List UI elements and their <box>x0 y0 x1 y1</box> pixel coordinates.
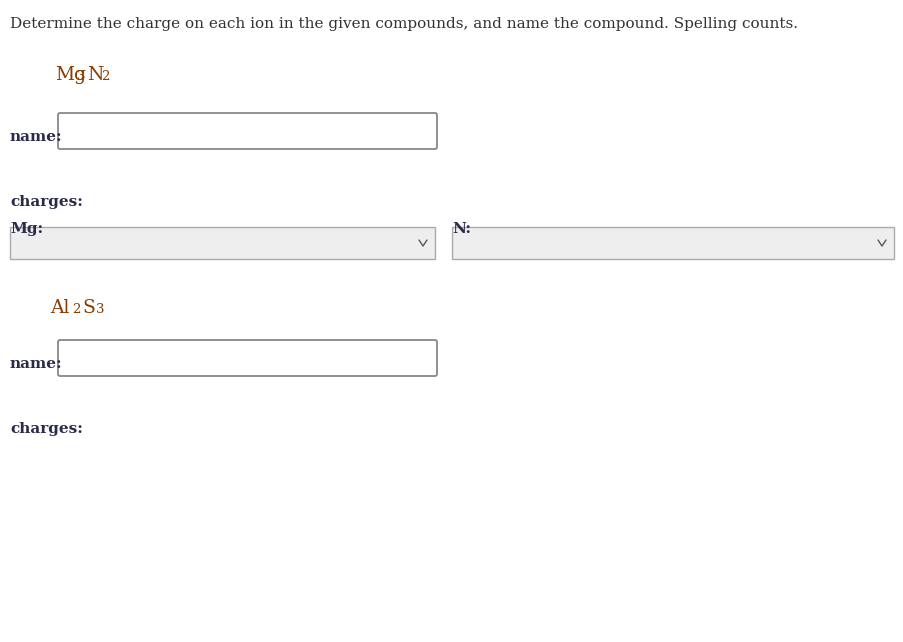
Text: charges:: charges: <box>10 195 83 209</box>
Text: 2: 2 <box>72 303 80 316</box>
Text: charges:: charges: <box>10 422 83 436</box>
Text: Al: Al <box>50 299 70 317</box>
Text: Mg: Mg <box>55 66 86 84</box>
Text: Determine the charge on each ion in the given compounds, and name the compound. : Determine the charge on each ion in the … <box>10 17 797 31</box>
Text: S: S <box>82 299 95 317</box>
Text: 2: 2 <box>101 70 109 83</box>
Text: name:: name: <box>10 130 62 144</box>
FancyBboxPatch shape <box>58 113 436 149</box>
Text: 3: 3 <box>77 70 86 83</box>
FancyBboxPatch shape <box>452 227 893 259</box>
Text: N:: N: <box>452 222 470 236</box>
Text: Mg:: Mg: <box>10 222 43 236</box>
Text: 3: 3 <box>96 303 105 316</box>
Text: name:: name: <box>10 357 62 371</box>
Text: N: N <box>87 66 103 84</box>
FancyBboxPatch shape <box>58 340 436 376</box>
FancyBboxPatch shape <box>10 227 434 259</box>
